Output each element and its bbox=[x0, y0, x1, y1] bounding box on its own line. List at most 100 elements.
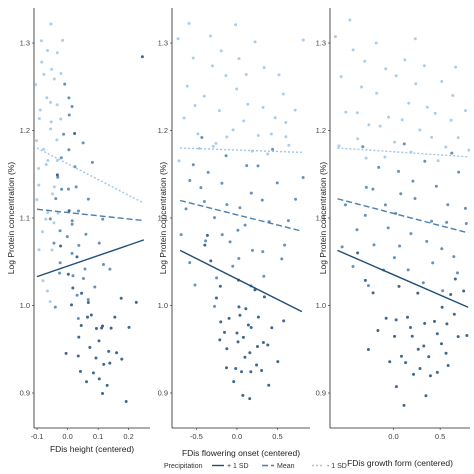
data-point bbox=[42, 72, 46, 76]
data-point bbox=[199, 186, 203, 190]
data-point bbox=[225, 135, 229, 139]
data-point bbox=[218, 338, 222, 342]
data-point bbox=[423, 321, 427, 325]
data-point bbox=[283, 243, 287, 247]
data-point bbox=[409, 232, 413, 236]
data-point bbox=[211, 144, 215, 148]
data-point bbox=[392, 256, 396, 260]
data-point bbox=[360, 85, 364, 89]
data-point bbox=[433, 111, 437, 115]
data-point bbox=[202, 200, 206, 204]
data-point bbox=[108, 361, 112, 365]
data-point bbox=[86, 301, 90, 305]
data-point bbox=[402, 403, 406, 407]
panels: 0.9 1.0 1.1 1.2 1.3 -0.1 0.0 0.1 0.2 FDis height … bbox=[6, 8, 471, 468]
data-point bbox=[84, 232, 88, 236]
data-point bbox=[53, 305, 57, 309]
data-point bbox=[191, 56, 195, 60]
data-point bbox=[277, 73, 281, 77]
data-point bbox=[71, 274, 75, 278]
y-tick-label: 1.2 bbox=[20, 126, 30, 135]
data-point bbox=[120, 357, 124, 361]
data-point bbox=[80, 291, 84, 295]
data-point bbox=[48, 300, 52, 304]
data-point bbox=[412, 372, 416, 376]
data-point bbox=[253, 40, 257, 44]
data-point bbox=[56, 175, 60, 179]
regression-line-mean bbox=[36, 208, 144, 222]
x-axis-title: FDis flowering onset (centered) bbox=[182, 448, 300, 458]
data-point bbox=[70, 303, 74, 307]
data-point bbox=[49, 120, 53, 124]
data-point bbox=[456, 136, 460, 140]
data-point bbox=[361, 145, 365, 149]
data-point bbox=[224, 154, 228, 158]
data-point bbox=[423, 159, 427, 163]
data-point bbox=[371, 187, 375, 191]
data-point bbox=[445, 220, 449, 224]
data-point bbox=[256, 134, 260, 138]
data-point bbox=[237, 257, 241, 261]
data-point bbox=[217, 109, 221, 113]
data-point bbox=[398, 244, 402, 248]
data-point bbox=[193, 104, 197, 108]
data-point bbox=[294, 197, 298, 201]
y-tick-label: 1.0 bbox=[316, 301, 326, 310]
data-point bbox=[52, 77, 56, 81]
data-point bbox=[97, 377, 101, 381]
data-point bbox=[81, 141, 85, 145]
data-point bbox=[177, 159, 181, 163]
data-point bbox=[218, 284, 222, 288]
data-point bbox=[40, 230, 44, 234]
data-point bbox=[67, 96, 71, 100]
data-point bbox=[394, 74, 398, 78]
data-point bbox=[416, 291, 420, 295]
data-point bbox=[441, 289, 445, 293]
data-point bbox=[232, 380, 236, 384]
data-point bbox=[46, 158, 50, 162]
data-point bbox=[455, 271, 459, 275]
data-point bbox=[344, 110, 348, 114]
data-point bbox=[60, 187, 64, 191]
data-point bbox=[246, 323, 250, 327]
data-point bbox=[414, 82, 418, 86]
x-tick-label: -0.5 bbox=[190, 432, 203, 441]
data-point bbox=[255, 345, 259, 349]
data-point bbox=[78, 369, 82, 373]
data-point bbox=[456, 335, 460, 339]
data-point bbox=[364, 156, 368, 160]
data-point bbox=[55, 51, 59, 55]
data-point bbox=[367, 123, 371, 127]
data-point bbox=[58, 229, 62, 233]
data-point bbox=[245, 164, 249, 168]
data-point bbox=[409, 326, 413, 330]
data-point bbox=[241, 335, 245, 339]
data-point bbox=[220, 233, 224, 237]
data-point bbox=[79, 324, 83, 328]
data-point bbox=[383, 155, 387, 159]
data-point bbox=[377, 165, 381, 169]
data-point bbox=[271, 147, 275, 151]
data-point bbox=[65, 235, 69, 239]
data-point bbox=[42, 147, 46, 151]
data-point bbox=[418, 128, 422, 132]
data-point bbox=[219, 320, 223, 324]
data-point bbox=[105, 383, 109, 387]
data-point bbox=[452, 312, 456, 316]
data-point bbox=[49, 22, 53, 26]
data-point bbox=[97, 241, 101, 245]
data-point bbox=[387, 115, 391, 119]
data-point bbox=[75, 255, 79, 259]
data-point bbox=[261, 105, 265, 109]
data-point bbox=[451, 93, 455, 97]
data-point bbox=[262, 274, 266, 278]
data-point bbox=[94, 326, 98, 330]
data-point bbox=[76, 316, 80, 320]
y-tick-label: 1.3 bbox=[316, 39, 326, 48]
data-point bbox=[399, 192, 403, 196]
data-point bbox=[191, 163, 195, 167]
data-point bbox=[266, 343, 270, 347]
data-point bbox=[348, 18, 352, 22]
data-point bbox=[439, 342, 443, 346]
data-point bbox=[223, 330, 227, 334]
